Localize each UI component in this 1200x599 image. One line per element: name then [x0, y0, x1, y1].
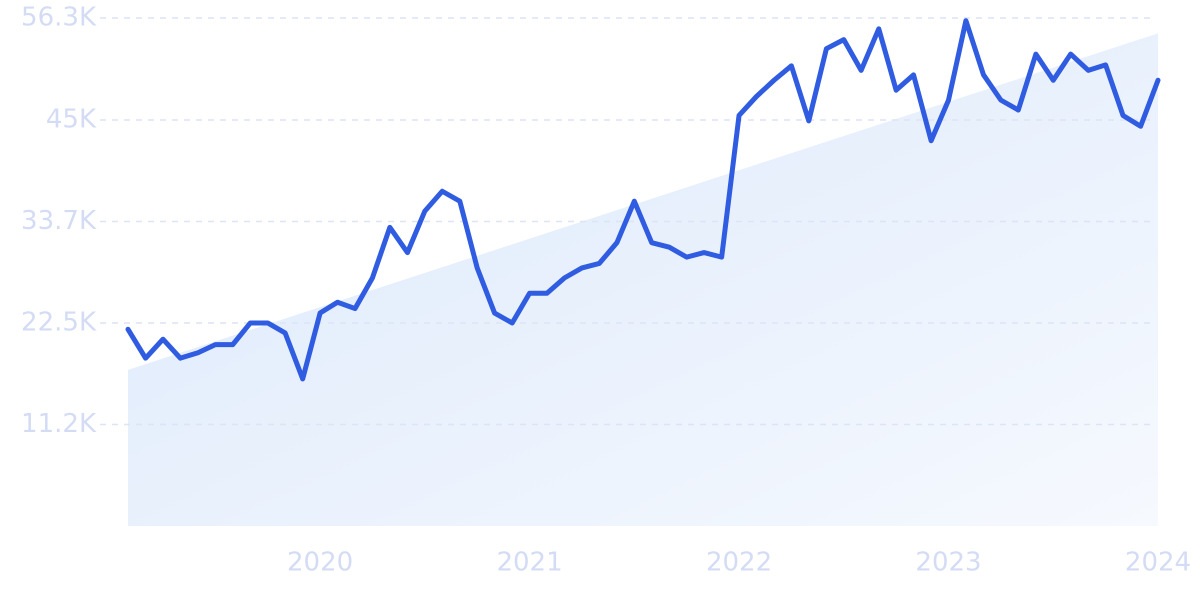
- x-tick-label: 2022: [706, 548, 772, 578]
- y-tick-label: 45K: [46, 104, 97, 134]
- y-tick-label: 33.7K: [21, 206, 97, 236]
- y-tick-label: 22.5K: [21, 307, 97, 337]
- y-tick-label: 56.3K: [21, 3, 97, 33]
- x-tick-label: 2023: [915, 548, 981, 578]
- x-tick-label: 2020: [287, 548, 353, 578]
- x-tick-label: 2024: [1125, 548, 1191, 578]
- line: [125, 18, 1161, 382]
- y-tick-label: 11.2K: [21, 409, 97, 439]
- trend-area: [128, 33, 1158, 526]
- x-tick-label: 2021: [496, 548, 562, 578]
